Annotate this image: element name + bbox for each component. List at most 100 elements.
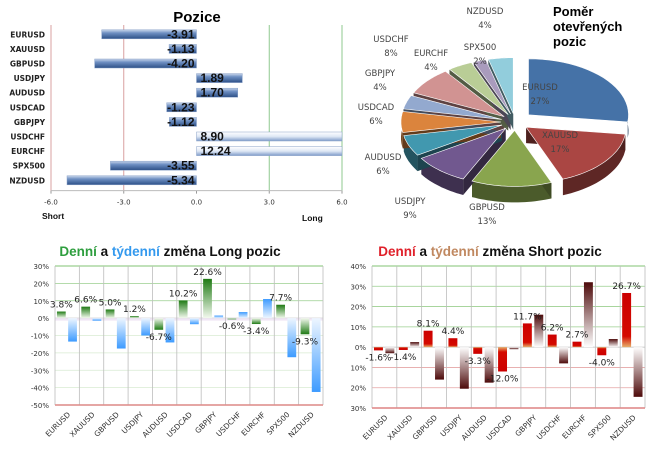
bar-denní-usdchf — [227, 318, 237, 320]
long-change-title: Denní a týdenní změna Long pozic — [59, 244, 281, 259]
bar-denní-usdcad — [178, 300, 188, 319]
pie-slice-gbpjpy — [403, 95, 502, 120]
bar-týdenní-usdjpy — [141, 318, 151, 336]
bar-denní-gbpjpy — [203, 278, 212, 319]
bar-denní-eurusd — [373, 347, 383, 351]
bar-nzdusd — [66, 175, 197, 186]
bar-denní-audusd — [154, 318, 164, 330]
pie-label-pct: 4% — [478, 21, 492, 31]
y-tick-label: 0% — [38, 315, 49, 323]
pie-slice-eurusd — [528, 58, 629, 123]
x-category-label: EURCHF — [239, 410, 267, 438]
y-tick-label: -20% — [31, 350, 49, 358]
y-tick-label: 30% — [33, 263, 49, 271]
y-tick-label: 10% — [350, 364, 366, 372]
data-label: 11.7% — [513, 312, 542, 322]
category-label: GBPUSD — [10, 60, 45, 69]
bar-spx500 — [110, 160, 197, 171]
x-category-label: AUDUSD — [140, 410, 169, 439]
value-label: 1.89 — [201, 71, 225, 85]
x-tick-label: 0.0 — [191, 199, 202, 207]
data-label: -3.4% — [243, 327, 270, 337]
pie-title-line: pozic — [553, 34, 586, 49]
data-label: -6.7% — [146, 333, 173, 343]
bar-denní-audusd — [473, 347, 483, 354]
data-label: 26.7% — [612, 282, 641, 292]
value-label: -1.23 — [167, 100, 195, 114]
pie-label-pct: 27% — [531, 97, 550, 107]
pie-label-name: EURCHF — [414, 49, 448, 59]
x-tick-label: -3.0 — [117, 199, 131, 207]
bar-týdenní-gbpusd — [435, 347, 444, 380]
pie-slice-nzdusd — [487, 57, 514, 114]
pie-slice-audusd — [403, 124, 503, 156]
category-label: USDCHF — [10, 133, 45, 142]
data-label: -9.3% — [292, 337, 319, 347]
pie-label-name: XAUUSD — [542, 131, 578, 141]
x-category-label: GBPUSD — [92, 410, 121, 439]
pie-label-name: AUDUSD — [365, 153, 402, 163]
pie-label-pct: 13% — [478, 217, 497, 227]
bar-denní-spx500 — [597, 347, 607, 356]
bar-týdenní-usdcad — [509, 347, 519, 350]
pie-title-line: otevřených — [553, 19, 622, 34]
y-tick-label: 20% — [33, 280, 49, 288]
value-label: -1.12 — [167, 115, 195, 129]
category-label: EURCHF — [11, 147, 45, 156]
y-tick-label: 10% — [350, 324, 366, 332]
category-label: GBPJPY — [14, 118, 46, 127]
bar-týdenní-spx500 — [287, 318, 297, 358]
title-part: týdenní — [431, 244, 480, 259]
category-label: SPX500 — [13, 162, 45, 171]
bar-denní-usdjpy — [130, 316, 139, 319]
pie-slice-gbpusd — [471, 129, 552, 187]
y-tick-label: 40% — [350, 263, 366, 271]
category-label: USDJPY — [14, 74, 46, 83]
positions-chart: Pozice -3.91-1.13-4.20 1.891.70 -1.23-1.12… — [9, 9, 347, 223]
pie-label-name: USDCHF — [373, 35, 408, 45]
pie-slice-eurchf — [448, 62, 509, 115]
y-tick-label: 30% — [350, 283, 366, 291]
category-label: XAUUSD — [10, 45, 45, 54]
bar-týdenní-gbpjpy — [534, 314, 544, 348]
pie-slice-side-gbpusd — [472, 181, 552, 203]
value-label: 8.90 — [201, 130, 225, 144]
x-category-label: USDCAD — [485, 413, 514, 442]
x-tick-label: 6.0 — [336, 199, 347, 207]
pie-label-pct: 9% — [403, 211, 417, 221]
bar-týdenní-usdchf — [559, 347, 569, 364]
bar-usdjpy — [196, 73, 243, 83]
pie-label-name: NZDUSD — [467, 7, 504, 17]
x-tick-label: 3.0 — [264, 199, 275, 207]
pie-label-pct: 4% — [373, 83, 387, 93]
data-label: 2.7% — [566, 331, 589, 341]
pie-slice-side-xauusd — [562, 134, 626, 196]
bar-usdchf — [196, 131, 343, 142]
bar-denní-nzdusd — [300, 318, 310, 335]
pie-title-line: Poměr — [553, 4, 593, 19]
x-category-label: NZDUSD — [608, 413, 638, 443]
data-label: 8.1% — [417, 320, 440, 330]
bar-denní-eurusd — [56, 311, 66, 319]
data-label: -1.6% — [365, 353, 392, 363]
bar-usdcad — [166, 102, 197, 113]
pie-label-name: SPX500 — [464, 43, 497, 53]
category-label: AUDUSD — [9, 89, 45, 98]
x-category-label: AUDUSD — [460, 413, 489, 442]
category-label: NZDUSD — [9, 176, 45, 185]
bar-denní-spx500 — [276, 304, 285, 319]
bar-denní-usdchf — [547, 334, 557, 348]
pie-slice-spx500 — [473, 59, 511, 115]
bar-týdenní-eurchf — [583, 282, 593, 348]
bar-týdenní-usdjpy — [459, 347, 469, 389]
data-label: -3.3% — [465, 357, 492, 367]
pie-label-pct: 6% — [369, 117, 383, 127]
value-label: -3.55 — [167, 159, 195, 173]
y-tick-label: -30% — [31, 367, 49, 375]
data-label: 1.2% — [123, 305, 146, 315]
bar-xauusd — [168, 44, 197, 54]
bar-týdenní-gbpjpy — [214, 315, 224, 319]
data-label: 6.2% — [541, 324, 564, 334]
positions-chart-title: Pozice — [173, 9, 221, 26]
bar-denní-usdjpy — [448, 338, 458, 348]
